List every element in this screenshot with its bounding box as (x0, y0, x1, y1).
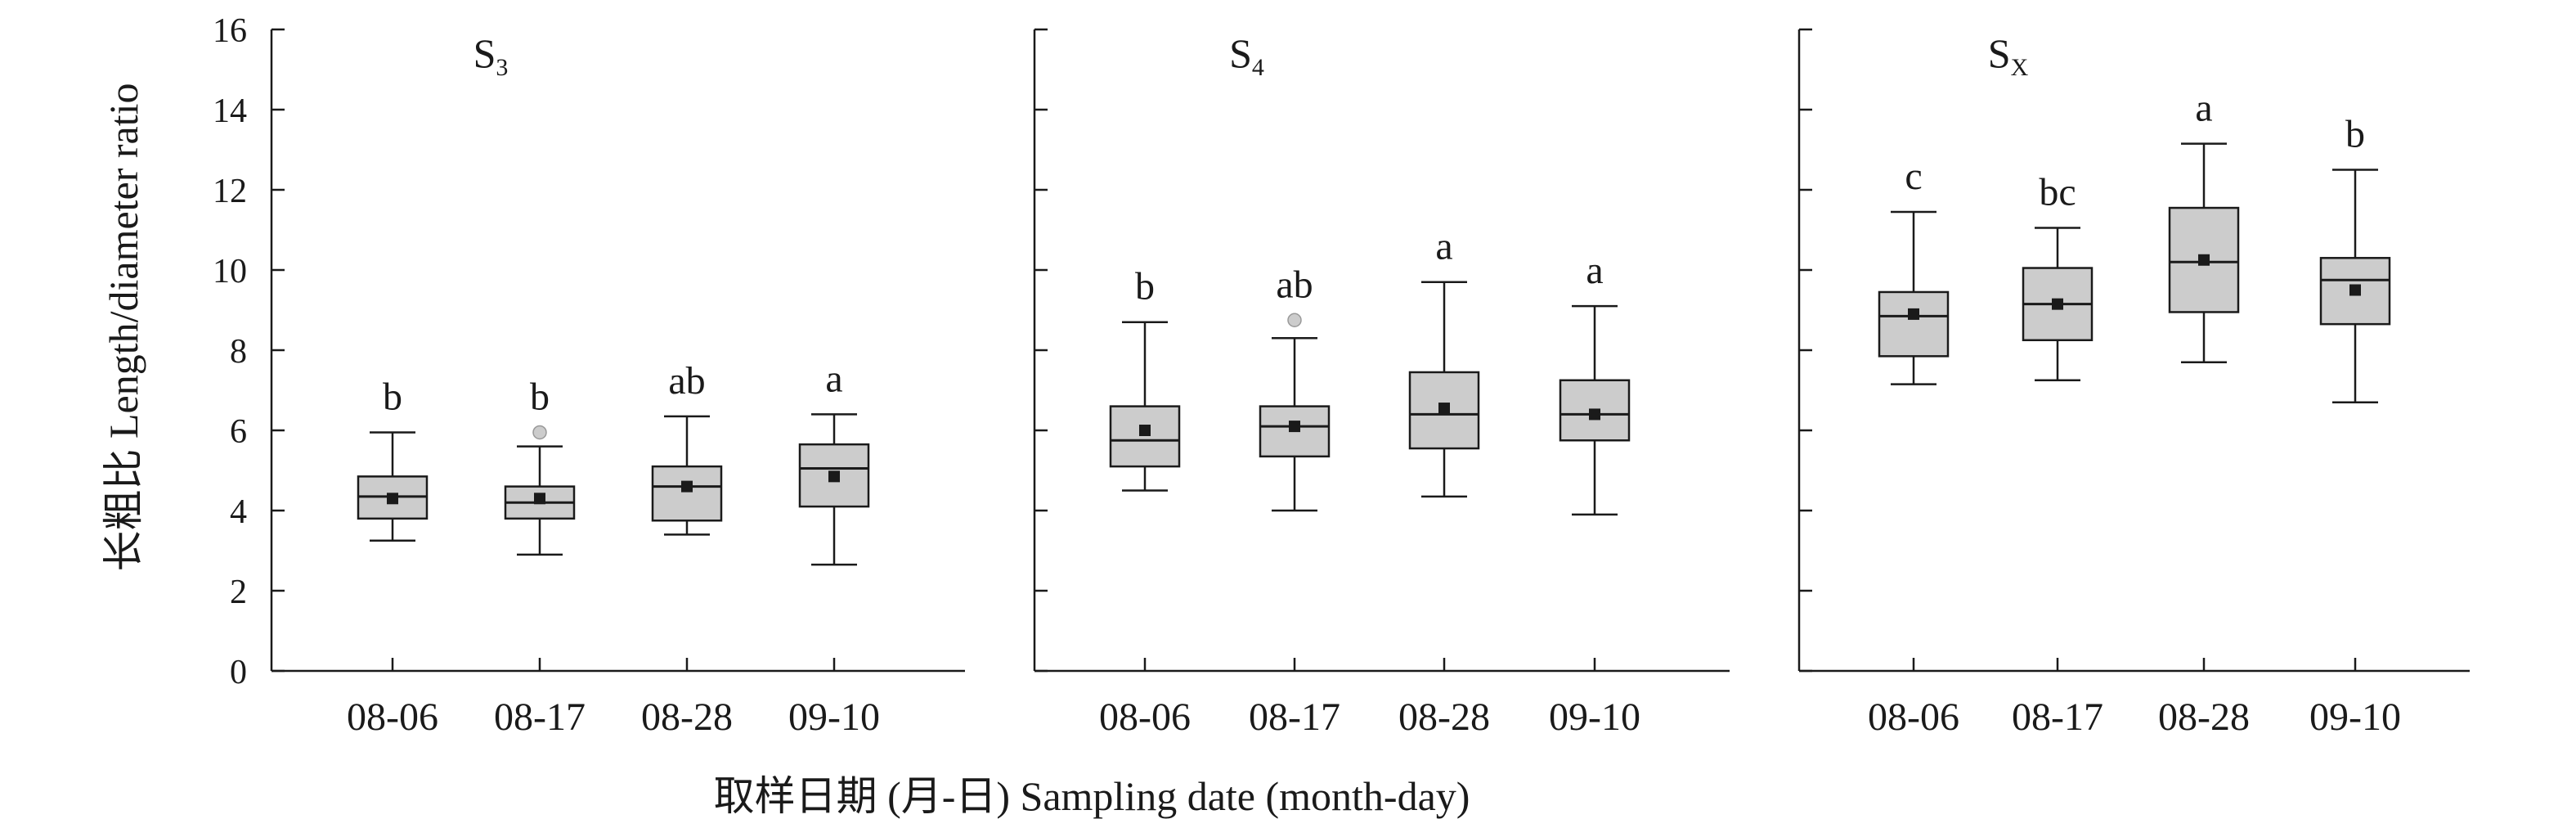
mean-marker (2349, 284, 2361, 296)
box-09-10: a (798, 357, 870, 566)
x-tick-label: 08-28 (2158, 695, 2250, 739)
mean-marker (1289, 421, 1300, 433)
x-tick-label: 08-06 (1099, 695, 1191, 739)
box-08-17: ab (1259, 263, 1331, 512)
iqr-box (1878, 290, 1950, 358)
x-tick-label: 08-17 (1249, 695, 1340, 739)
panel-title: S4 (1229, 30, 1264, 81)
y-tick-label: 12 (213, 173, 247, 210)
mean-marker (1908, 308, 1919, 320)
x-tick-label: 08-06 (1868, 695, 1959, 739)
significance-letter: b (2345, 113, 2365, 156)
significance-letter: a (2195, 87, 2212, 130)
x-tick-label: 08-28 (641, 695, 733, 739)
x-tick-label: 09-10 (2309, 695, 2401, 739)
mean-marker (2052, 298, 2063, 310)
y-axis-title: 长粗比 Length/diameter ratio (101, 83, 146, 571)
box-08-28: a (1408, 225, 1480, 498)
mean-marker (828, 470, 840, 483)
mean-marker (681, 480, 693, 493)
iqr-box (798, 443, 870, 508)
y-tick-label: 16 (213, 12, 247, 50)
box-08-06: b (357, 375, 429, 542)
mean-marker (387, 493, 398, 505)
panel-0: 0 2 4 6 8 10 12 14 16 08-06 08-17 08-28 09-10 S3 b b ab a (213, 12, 965, 739)
y-tick-label: 2 (230, 574, 247, 611)
significance-letter: ab (668, 359, 705, 403)
mean-marker (2198, 254, 2210, 266)
box-08-28: ab (651, 359, 723, 536)
x-tick-label: 09-10 (788, 695, 880, 739)
outlier-point (532, 425, 547, 440)
x-tick-label: 08-06 (347, 695, 438, 739)
significance-letter: b (383, 375, 402, 418)
panel-1: 08-06 08-17 08-28 09-10 S4 b ab a a (1033, 28, 1730, 739)
x-tick-label: 08-17 (494, 695, 586, 739)
mean-marker (534, 493, 545, 505)
y-tick-label: 0 (230, 654, 247, 691)
y-tick-label: 14 (213, 92, 247, 130)
box-08-17: b (504, 375, 576, 556)
mean-marker (1589, 408, 1600, 421)
box-09-10: b (2319, 113, 2391, 403)
significance-letter: a (825, 357, 842, 400)
significance-letter: ab (1276, 263, 1313, 306)
significance-letter: c (1905, 155, 1922, 198)
box-08-06: b (1109, 265, 1181, 492)
x-tick-label: 09-10 (1549, 695, 1640, 739)
panel-title: S3 (473, 30, 509, 81)
significance-letter: b (1135, 265, 1155, 308)
x-tick-label: 08-28 (1398, 695, 1490, 739)
box-08-17: bc (2022, 171, 2094, 381)
significance-letter: bc (2039, 171, 2076, 214)
iqr-box (651, 465, 723, 522)
y-tick-label: 8 (230, 333, 247, 371)
y-tick-label: 4 (230, 493, 247, 531)
significance-letter: b (530, 375, 550, 418)
iqr-box (1109, 405, 1181, 468)
x-axis-title: 取样日期 (月-日) Sampling date (month-day) (714, 773, 1470, 819)
x-tick-label: 08-17 (2012, 695, 2103, 739)
y-tick-label: 6 (230, 413, 247, 451)
box-08-06: c (1878, 155, 1950, 385)
box-09-10: a (1559, 249, 1631, 516)
panel-title: SX (1988, 30, 2029, 81)
mean-marker (1438, 403, 1450, 415)
outlier-point (1287, 313, 1302, 327)
box-08-28: a (2168, 87, 2240, 363)
significance-letter: a (1435, 225, 1452, 268)
significance-letter: a (1586, 249, 1603, 292)
y-tick-label: 10 (213, 253, 247, 290)
panel-2: 08-06 08-17 08-28 09-10 SX c bc a b (1797, 28, 2470, 739)
mean-marker (1139, 425, 1151, 436)
